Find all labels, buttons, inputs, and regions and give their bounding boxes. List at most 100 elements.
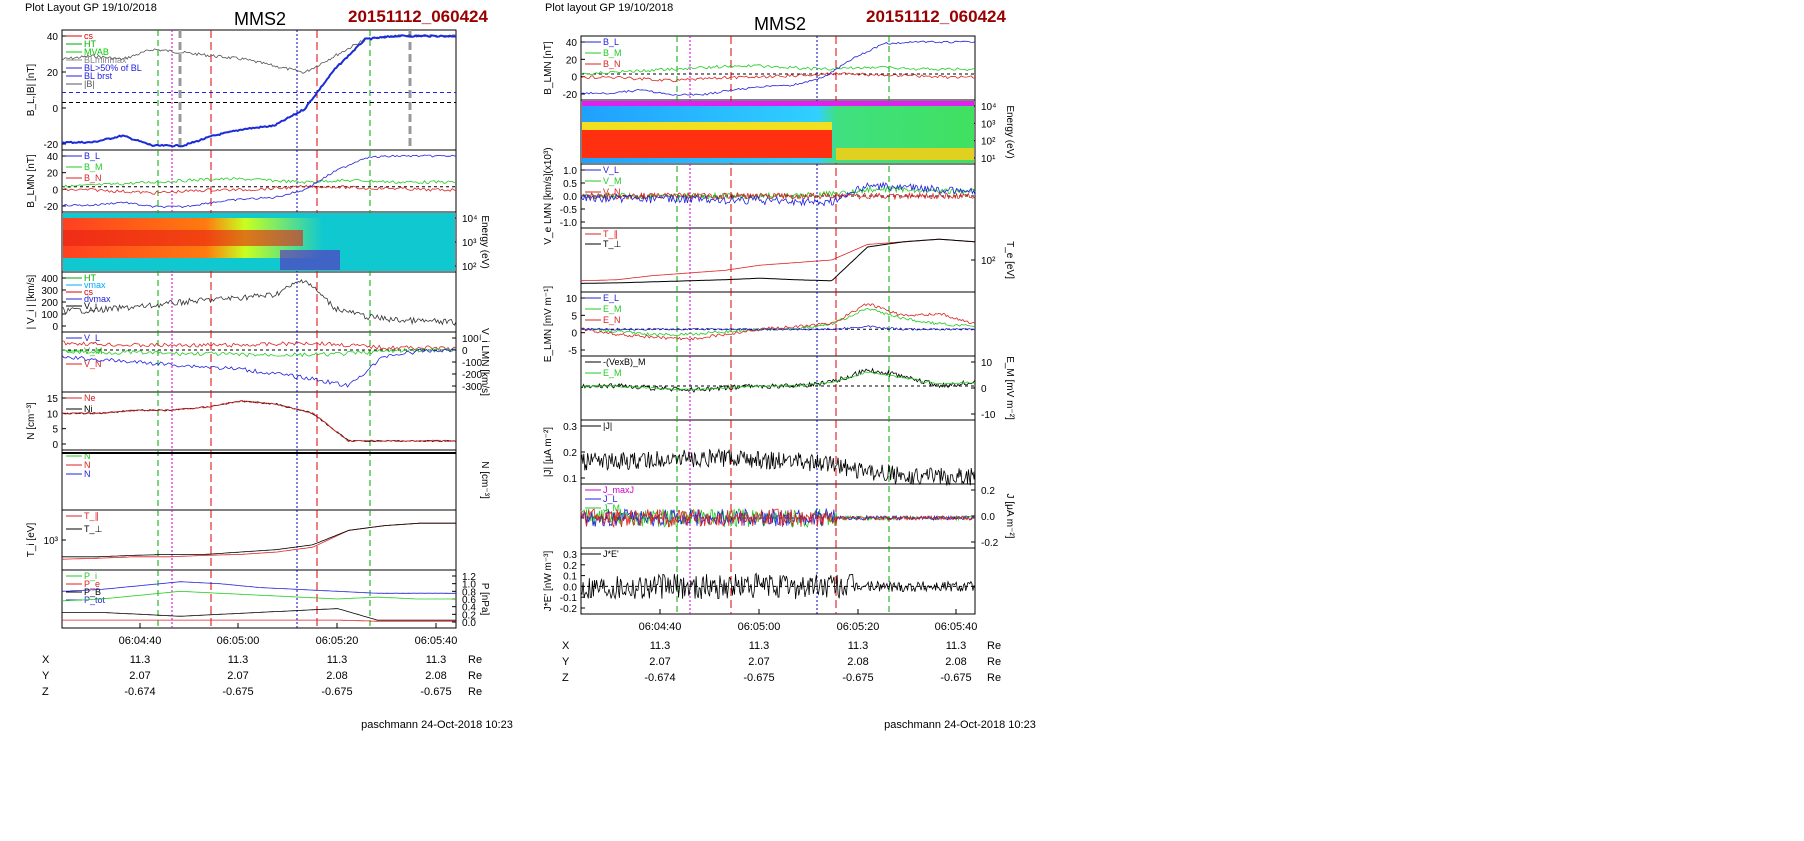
left-legend-entry: cs — [84, 31, 94, 41]
left-legend-entry: Ne — [84, 393, 96, 403]
right-y-tick-label: 0.2 — [981, 486, 995, 497]
left-y-tick-label: 1.2 — [462, 572, 476, 583]
right-legend-entry: B_M — [603, 48, 622, 58]
right-y-axis-label: Energy (eV) — [1004, 105, 1015, 158]
right-y-axis-label: E_LMN [mV m⁻¹] — [543, 286, 554, 363]
right-panel-frame — [580, 419, 976, 485]
right-y-tick-label: 0.0 — [563, 192, 577, 203]
right-legend-entry: J*E' — [603, 549, 619, 559]
left-y-tick-label: 1.0 — [462, 580, 476, 591]
left-y-tick-label: -300 — [462, 382, 482, 393]
right-position-value: 11.3 — [650, 640, 671, 652]
left-legend-entry: P_B — [84, 587, 101, 597]
left-position-value: 11.3 — [130, 654, 151, 666]
left-legend-entry: BL>50% of BL — [84, 63, 142, 73]
left-legend-entry: P_tot — [84, 595, 106, 605]
left-legend-entry: V_M — [84, 346, 103, 356]
right-y-tick-label: -1.0 — [560, 218, 578, 229]
left-legend-entry: T_⊥ — [84, 524, 103, 534]
left-spacecraft-title: MMS2 — [234, 9, 287, 29]
left-legend-entry: BL brst — [84, 71, 113, 81]
left-ni-trace — [61, 400, 457, 443]
left-y-tick-label: 100 — [462, 334, 479, 345]
left-y-tick-label: 0 — [52, 104, 58, 115]
left-bm-trace — [61, 177, 457, 189]
right-y-tick-label: -0.2 — [560, 604, 578, 615]
right-y-tick-label: 0 — [571, 73, 577, 84]
left-position-value: 11.3 — [426, 654, 447, 666]
right-bl-trace — [580, 40, 976, 96]
right-y-tick-label: 10⁴ — [981, 102, 996, 113]
right-header: Plot layout GP 19/10/2018 — [545, 2, 674, 14]
left-vl-trace — [61, 340, 457, 351]
right-position-unit: Re — [987, 656, 1001, 668]
right-position-value: -0.674 — [644, 672, 675, 684]
right-y-tick-label: 0.0 — [981, 512, 995, 523]
left-legend-entry: Ni — [84, 404, 93, 414]
right-position-unit: Re — [987, 640, 1001, 652]
right-legend-entry: V_N — [603, 187, 621, 197]
left-position-unit: Re — [468, 670, 482, 682]
right-y-tick-label: 1.0 — [563, 166, 577, 177]
left-y-tick-label: 0.6 — [462, 595, 476, 606]
right-y-tick-label: -0.2 — [981, 538, 999, 549]
left-legend-entry: BLminmax — [84, 55, 127, 65]
right-em-trace — [580, 308, 976, 337]
left-ptot-trace — [61, 581, 456, 594]
left-legend-entry: vmax — [84, 280, 106, 290]
left-time-tick-label: 06:05:20 — [316, 635, 359, 647]
left-legend-entry: cs — [84, 287, 94, 297]
right-y-tick-label: 0.5 — [563, 179, 577, 190]
right-event-id: 20151112_060424 — [866, 7, 1006, 26]
right-y-tick-label: 0 — [571, 329, 577, 340]
left-legend-entry: V_L — [84, 333, 100, 343]
right-j-component-trace — [580, 507, 976, 527]
left-y-tick-label: 0.2 — [462, 610, 476, 621]
right-y-tick-label: -0.1 — [560, 593, 578, 604]
left-y-tick-label: 0 — [52, 322, 58, 333]
left-y-tick-label: 10⁴ — [462, 214, 477, 225]
right-y-tick-label: 0.3 — [563, 550, 577, 561]
left-y-axis-label: B_LMN [nT] — [26, 154, 37, 208]
left-vm-trace — [61, 347, 457, 358]
left-legend-entry: V_i — [84, 301, 97, 311]
left-t-par-trace — [62, 522, 456, 560]
left-pb-trace — [61, 590, 456, 602]
right-position-label: Z — [562, 672, 569, 684]
left-y-axis-label: N [cm⁻³] — [479, 461, 490, 499]
left-legend-entry: |B| — [84, 79, 95, 89]
left-position-value: 2.08 — [326, 670, 347, 682]
right-position-value: -0.675 — [743, 672, 774, 684]
right-je-trace — [580, 572, 976, 600]
left-y-axis-label: | V_i | [km/s] — [26, 274, 37, 329]
right-y-tick-label: 20 — [566, 55, 578, 66]
right-y-tick-label: 10³ — [981, 119, 996, 130]
left-y-tick-label: -20 — [44, 140, 59, 151]
right-spectrogram-low — [836, 148, 974, 160]
left-y-tick-label: 0 — [462, 346, 468, 357]
left-bl-trace — [61, 154, 457, 209]
left-panel-frame — [61, 271, 457, 333]
right-legend-entry: |J| — [603, 421, 612, 431]
right-legend-entry: E_M — [603, 368, 622, 378]
left-y-axis-label: P [nPa] — [479, 583, 490, 616]
right-y-axis-label: T_e [eV] — [1004, 241, 1015, 279]
right-y-tick-label: 0.0 — [563, 582, 577, 593]
right-legend-entry: E_L — [603, 293, 619, 303]
right-y-tick-label: 0.1 — [563, 474, 577, 485]
right-y-tick-label: -5 — [568, 346, 577, 357]
right-time-tick-label: 06:05:00 — [738, 621, 781, 633]
right-t-par-trace — [580, 238, 976, 282]
right-legend-entry: J_maxJ — [603, 485, 634, 495]
right-y-tick-label: 0.3 — [563, 422, 577, 433]
right-t-perp-trace — [581, 238, 976, 284]
right-y-tick-label: 40 — [566, 38, 578, 49]
left-t-perp-trace — [62, 522, 456, 558]
left-legend-entry: dvmax — [84, 294, 111, 304]
right-y-tick-label: 10 — [981, 358, 993, 369]
left-y-tick-label: 0 — [52, 440, 58, 451]
left-y-tick-label: 20 — [47, 169, 59, 180]
right-y-tick-label: -20 — [563, 90, 578, 101]
right-position-value: -0.675 — [940, 672, 971, 684]
